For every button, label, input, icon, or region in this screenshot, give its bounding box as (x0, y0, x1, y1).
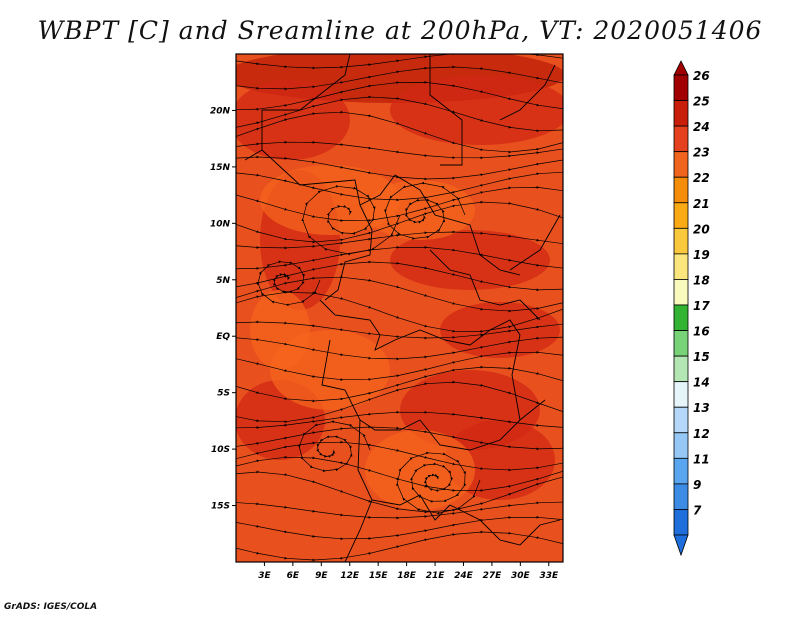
colorbar-segment (673, 151, 689, 178)
colorbar-segment (673, 406, 689, 434)
field-patch (236, 80, 350, 160)
lat-label: 15S (211, 502, 230, 512)
colorbar-segment (673, 457, 689, 485)
colorbar-label: 22 (693, 171, 710, 185)
lat-label: 20N (210, 106, 231, 116)
colorbar-label: 17 (693, 299, 710, 313)
chart-title: WBPT [C] and Sreamline at 200hPa, VT: 20… (37, 16, 763, 45)
streamline (256, 260, 321, 307)
colorbar-segment (673, 176, 689, 204)
lon-label: 15E (369, 571, 389, 581)
field-patch (365, 430, 475, 510)
colorbar-label: 9 (693, 478, 701, 492)
colorbar-segment (673, 279, 689, 306)
longitude-axis: 3E 6E 9E 12E 15E 18E 21E 24E 27E 30E 33E (258, 562, 559, 581)
streamline (297, 420, 371, 473)
colorbar-segment (673, 202, 689, 229)
colorbar-segment (673, 253, 689, 280)
lon-label: 24E (454, 571, 474, 581)
colorbar-segment (673, 74, 689, 101)
lat-label: 10N (210, 219, 231, 229)
colorbar-top-arrow (673, 60, 689, 76)
streamlines (236, 54, 563, 562)
lon-label: 27E (483, 571, 503, 581)
colorbar-label: 24 (693, 120, 710, 134)
streamline (395, 451, 481, 515)
colorbar-segment (673, 483, 689, 510)
lon-label: 30E (511, 571, 531, 581)
lat-label: 10S (211, 445, 230, 455)
colorbar-label: 14 (693, 376, 710, 390)
colorbar-bottom-arrow (673, 534, 689, 557)
colorbar-segment (673, 227, 689, 255)
map-frame (235, 53, 564, 563)
colorbar-label: 26 (693, 69, 710, 83)
lon-label: 3E (258, 571, 271, 581)
colorbar: 26 25 24 23 22 21 20 19 18 17 16 15 14 13 12 11 9 7 (673, 60, 710, 557)
lat-label: 5N (216, 276, 230, 286)
colorbar-segment (673, 330, 689, 357)
colorbar-label: 21 (693, 197, 710, 211)
lon-label: 9E (315, 571, 328, 581)
lat-label: EQ (216, 332, 230, 342)
lon-label: 21E (426, 571, 446, 581)
colorbar-segment (673, 355, 689, 383)
colorbar-label: 7 (693, 503, 702, 517)
colorbar-label: 23 (693, 146, 710, 160)
colorbar-segment (673, 125, 689, 153)
colorbar-label: 11 (693, 452, 710, 466)
grads-credit: GrADS: IGES/COLA (4, 602, 98, 612)
colorbar-segment (673, 304, 689, 331)
colorbar-label: 12 (693, 427, 710, 441)
latitude-axis: 20N 15N 10N 5N EQ 5S 10S 15S (210, 106, 236, 512)
lon-label: 18E (397, 571, 417, 581)
lon-label: 33E (539, 571, 559, 581)
colorbar-label: 16 (693, 325, 710, 339)
colorbar-label: 13 (693, 401, 710, 415)
streamline (236, 530, 563, 562)
colorbar-segment (673, 100, 689, 127)
lat-label: 5S (217, 389, 230, 399)
colorbar-label: 18 (693, 273, 710, 287)
lat-label: 15N (210, 163, 231, 173)
streamline (383, 181, 466, 240)
colorbar-segment (673, 432, 689, 459)
lon-label: 6E (287, 571, 300, 581)
colorbar-label: 25 (693, 95, 710, 109)
colorbar-segment (673, 381, 689, 408)
streamline (236, 320, 563, 340)
colorbar-label: 20 (693, 222, 710, 236)
streamline (301, 185, 401, 256)
colorbar-segment (673, 509, 689, 536)
colorbar-label: 15 (693, 350, 710, 364)
colorbar-label: 19 (693, 248, 710, 262)
field-patch (390, 75, 563, 145)
lon-label: 12E (340, 571, 360, 581)
streamline (236, 410, 563, 429)
